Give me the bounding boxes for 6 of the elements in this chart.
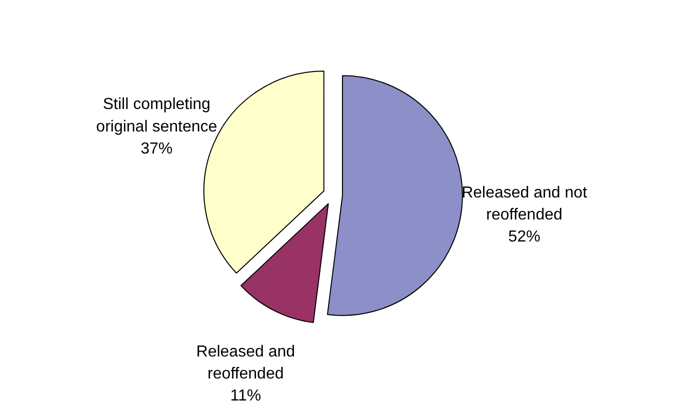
slice-label: Released and reoffended — [196, 343, 296, 382]
slice-label: Released and not reoffended — [462, 184, 588, 224]
data-label: 52% — [508, 228, 540, 246]
slice-label: Still completing original sentence — [96, 96, 218, 136]
data-label: 11% — [230, 388, 262, 404]
data-label: 37% — [140, 140, 173, 158]
